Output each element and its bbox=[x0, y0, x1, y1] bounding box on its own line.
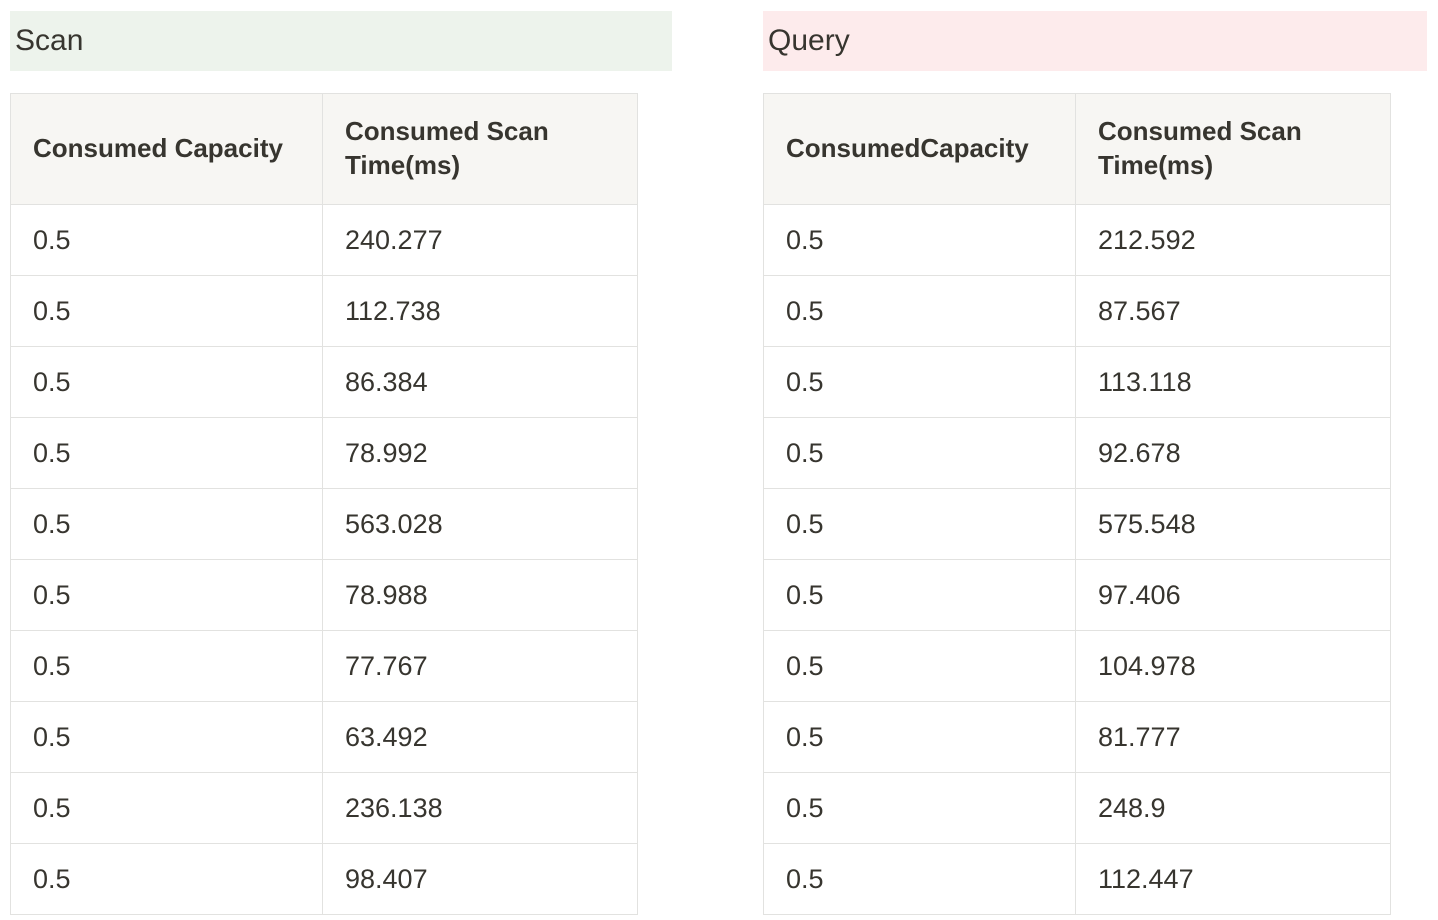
table-row: 0.5 92.678 bbox=[763, 417, 1391, 489]
table-row: 0.5 78.992 bbox=[10, 417, 638, 489]
table-cell: 63.492 bbox=[322, 701, 638, 773]
table-row: 0.5 78.988 bbox=[10, 559, 638, 631]
table-cell: 77.767 bbox=[322, 630, 638, 702]
table-row: 0.5 87.567 bbox=[763, 275, 1391, 347]
table-cell: 0.5 bbox=[10, 275, 323, 347]
table-cell: 0.5 bbox=[10, 204, 323, 276]
query-section: Query ConsumedCapacity Consumed Scan Tim… bbox=[763, 11, 1427, 915]
query-table-body: 0.5 212.592 0.5 87.567 0.5 113.118 0.5 92.678 0.… bbox=[763, 204, 1391, 915]
table-cell: 112.447 bbox=[1075, 843, 1391, 915]
scan-col-header-consumed-capacity: Consumed Capacity bbox=[10, 93, 323, 205]
table-cell: 92.678 bbox=[1075, 417, 1391, 489]
scan-header-row: Consumed Capacity Consumed Scan Time(ms) bbox=[10, 93, 638, 205]
scan-table-body: 0.5 240.277 0.5 112.738 0.5 86.384 0.5 78.992 0.… bbox=[10, 204, 638, 915]
table-row: 0.5 240.277 bbox=[10, 204, 638, 276]
table-cell: 0.5 bbox=[763, 701, 1076, 773]
scan-section: Scan Consumed Capacity Consumed Scan Tim… bbox=[10, 11, 672, 915]
table-row: 0.5 112.447 bbox=[763, 843, 1391, 915]
table-row: 0.5 212.592 bbox=[763, 204, 1391, 276]
table-row: 0.5 81.777 bbox=[763, 701, 1391, 773]
table-cell: 104.978 bbox=[1075, 630, 1391, 702]
table-cell: 0.5 bbox=[10, 417, 323, 489]
table-cell: 0.5 bbox=[10, 701, 323, 773]
table-cell: 112.738 bbox=[322, 275, 638, 347]
scan-col-header-consumed-scan-time: Consumed Scan Time(ms) bbox=[322, 93, 638, 205]
table-row: 0.5 113.118 bbox=[763, 346, 1391, 418]
table-cell: 212.592 bbox=[1075, 204, 1391, 276]
table-cell: 563.028 bbox=[322, 488, 638, 560]
query-col-header-consumed-scan-time: Consumed Scan Time(ms) bbox=[1075, 93, 1391, 205]
table-cell: 0.5 bbox=[763, 204, 1076, 276]
table-cell: 236.138 bbox=[322, 772, 638, 844]
table-cell: 0.5 bbox=[763, 772, 1076, 844]
comparison-columns: Scan Consumed Capacity Consumed Scan Tim… bbox=[10, 11, 1438, 915]
table-cell: 81.777 bbox=[1075, 701, 1391, 773]
table-cell: 97.406 bbox=[1075, 559, 1391, 631]
table-row: 0.5 112.738 bbox=[10, 275, 638, 347]
table-cell: 0.5 bbox=[10, 630, 323, 702]
scan-heading: Scan bbox=[10, 11, 672, 71]
table-row: 0.5 63.492 bbox=[10, 701, 638, 773]
table-cell: 0.5 bbox=[10, 559, 323, 631]
table-cell: 0.5 bbox=[763, 559, 1076, 631]
scan-table: Consumed Capacity Consumed Scan Time(ms)… bbox=[10, 93, 638, 915]
table-row: 0.5 236.138 bbox=[10, 772, 638, 844]
table-cell: 0.5 bbox=[763, 843, 1076, 915]
table-row: 0.5 77.767 bbox=[10, 630, 638, 702]
table-cell: 0.5 bbox=[10, 346, 323, 418]
table-cell: 0.5 bbox=[10, 772, 323, 844]
table-row: 0.5 97.406 bbox=[763, 559, 1391, 631]
table-cell: 0.5 bbox=[763, 346, 1076, 418]
table-cell: 78.988 bbox=[322, 559, 638, 631]
table-cell: 248.9 bbox=[1075, 772, 1391, 844]
table-cell: 87.567 bbox=[1075, 275, 1391, 347]
table-row: 0.5 575.548 bbox=[763, 488, 1391, 560]
table-cell: 0.5 bbox=[10, 488, 323, 560]
table-cell: 78.992 bbox=[322, 417, 638, 489]
table-row: 0.5 563.028 bbox=[10, 488, 638, 560]
table-row: 0.5 86.384 bbox=[10, 346, 638, 418]
table-cell: 0.5 bbox=[763, 630, 1076, 702]
table-cell: 113.118 bbox=[1075, 346, 1391, 418]
query-table: ConsumedCapacity Consumed Scan Time(ms) … bbox=[763, 93, 1391, 915]
query-heading: Query bbox=[763, 11, 1427, 71]
table-cell: 0.5 bbox=[763, 417, 1076, 489]
query-header-row: ConsumedCapacity Consumed Scan Time(ms) bbox=[763, 93, 1391, 205]
table-row: 0.5 98.407 bbox=[10, 843, 638, 915]
table-cell: 86.384 bbox=[322, 346, 638, 418]
table-row: 0.5 104.978 bbox=[763, 630, 1391, 702]
table-cell: 575.548 bbox=[1075, 488, 1391, 560]
table-cell: 98.407 bbox=[322, 843, 638, 915]
table-cell: 240.277 bbox=[322, 204, 638, 276]
query-col-header-consumed-capacity: ConsumedCapacity bbox=[763, 93, 1076, 205]
table-cell: 0.5 bbox=[763, 275, 1076, 347]
table-cell: 0.5 bbox=[10, 843, 323, 915]
table-row: 0.5 248.9 bbox=[763, 772, 1391, 844]
table-cell: 0.5 bbox=[763, 488, 1076, 560]
